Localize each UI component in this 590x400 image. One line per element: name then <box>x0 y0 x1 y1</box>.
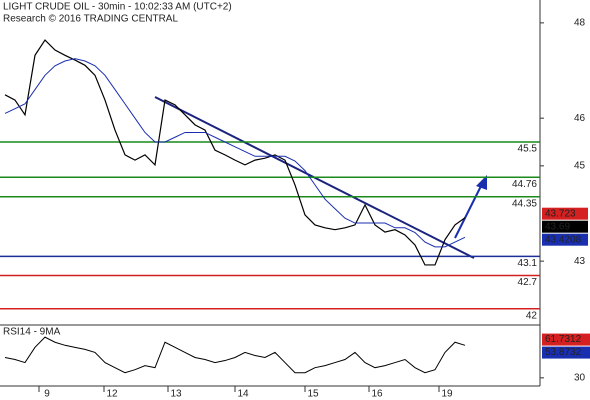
price-label-box <box>542 207 588 220</box>
rsi-label: 61.7312 <box>545 334 582 345</box>
price-line <box>4 39 466 266</box>
price-label-box <box>542 233 588 246</box>
price-label: 43.723 <box>545 208 576 219</box>
price-line <box>4 58 466 248</box>
level-label: 42.7 <box>518 277 538 288</box>
rsi-line <box>4 336 466 374</box>
rsi-title: RSI14 - 9MA <box>3 327 61 338</box>
x-tick-label: 13 <box>170 389 182 400</box>
rsi-label-box <box>542 333 590 346</box>
price-label: 43.4208 <box>545 234 582 245</box>
x-tick-label: 9 <box>44 389 50 400</box>
level-label: 44.35 <box>512 198 537 209</box>
level-label: 42 <box>526 310 538 321</box>
y-tick-label: 43 <box>574 256 586 267</box>
chart-subtitle: Research © 2016 TRADING CENTRAL <box>3 14 178 25</box>
x-tick-label: 15 <box>307 389 319 400</box>
x-tick-label: 14 <box>237 389 249 400</box>
arrow-head <box>476 175 487 190</box>
level-label: 43.1 <box>518 258 538 269</box>
level-label: 45.5 <box>518 144 538 155</box>
rsi-label-box <box>542 346 590 359</box>
price-label: 43.69 <box>545 221 570 232</box>
price-label-box <box>542 220 588 233</box>
rsi-label: 53.8732 <box>545 347 582 358</box>
chart-title: LIGHT CRUDE OIL - 30min - 10:02:33 AM (U… <box>3 2 232 13</box>
x-tick-label: 16 <box>371 389 383 400</box>
y-tick-label: 45 <box>574 160 586 171</box>
level-label: 44.76 <box>512 179 537 190</box>
y-tick-label: 48 <box>574 18 586 29</box>
x-tick-label: 12 <box>106 389 118 400</box>
x-tick-label: 19 <box>441 389 453 400</box>
y-tick-label: 46 <box>574 113 586 124</box>
rsi-tick-label: 30 <box>574 372 586 383</box>
forecast-arrow <box>454 185 482 239</box>
